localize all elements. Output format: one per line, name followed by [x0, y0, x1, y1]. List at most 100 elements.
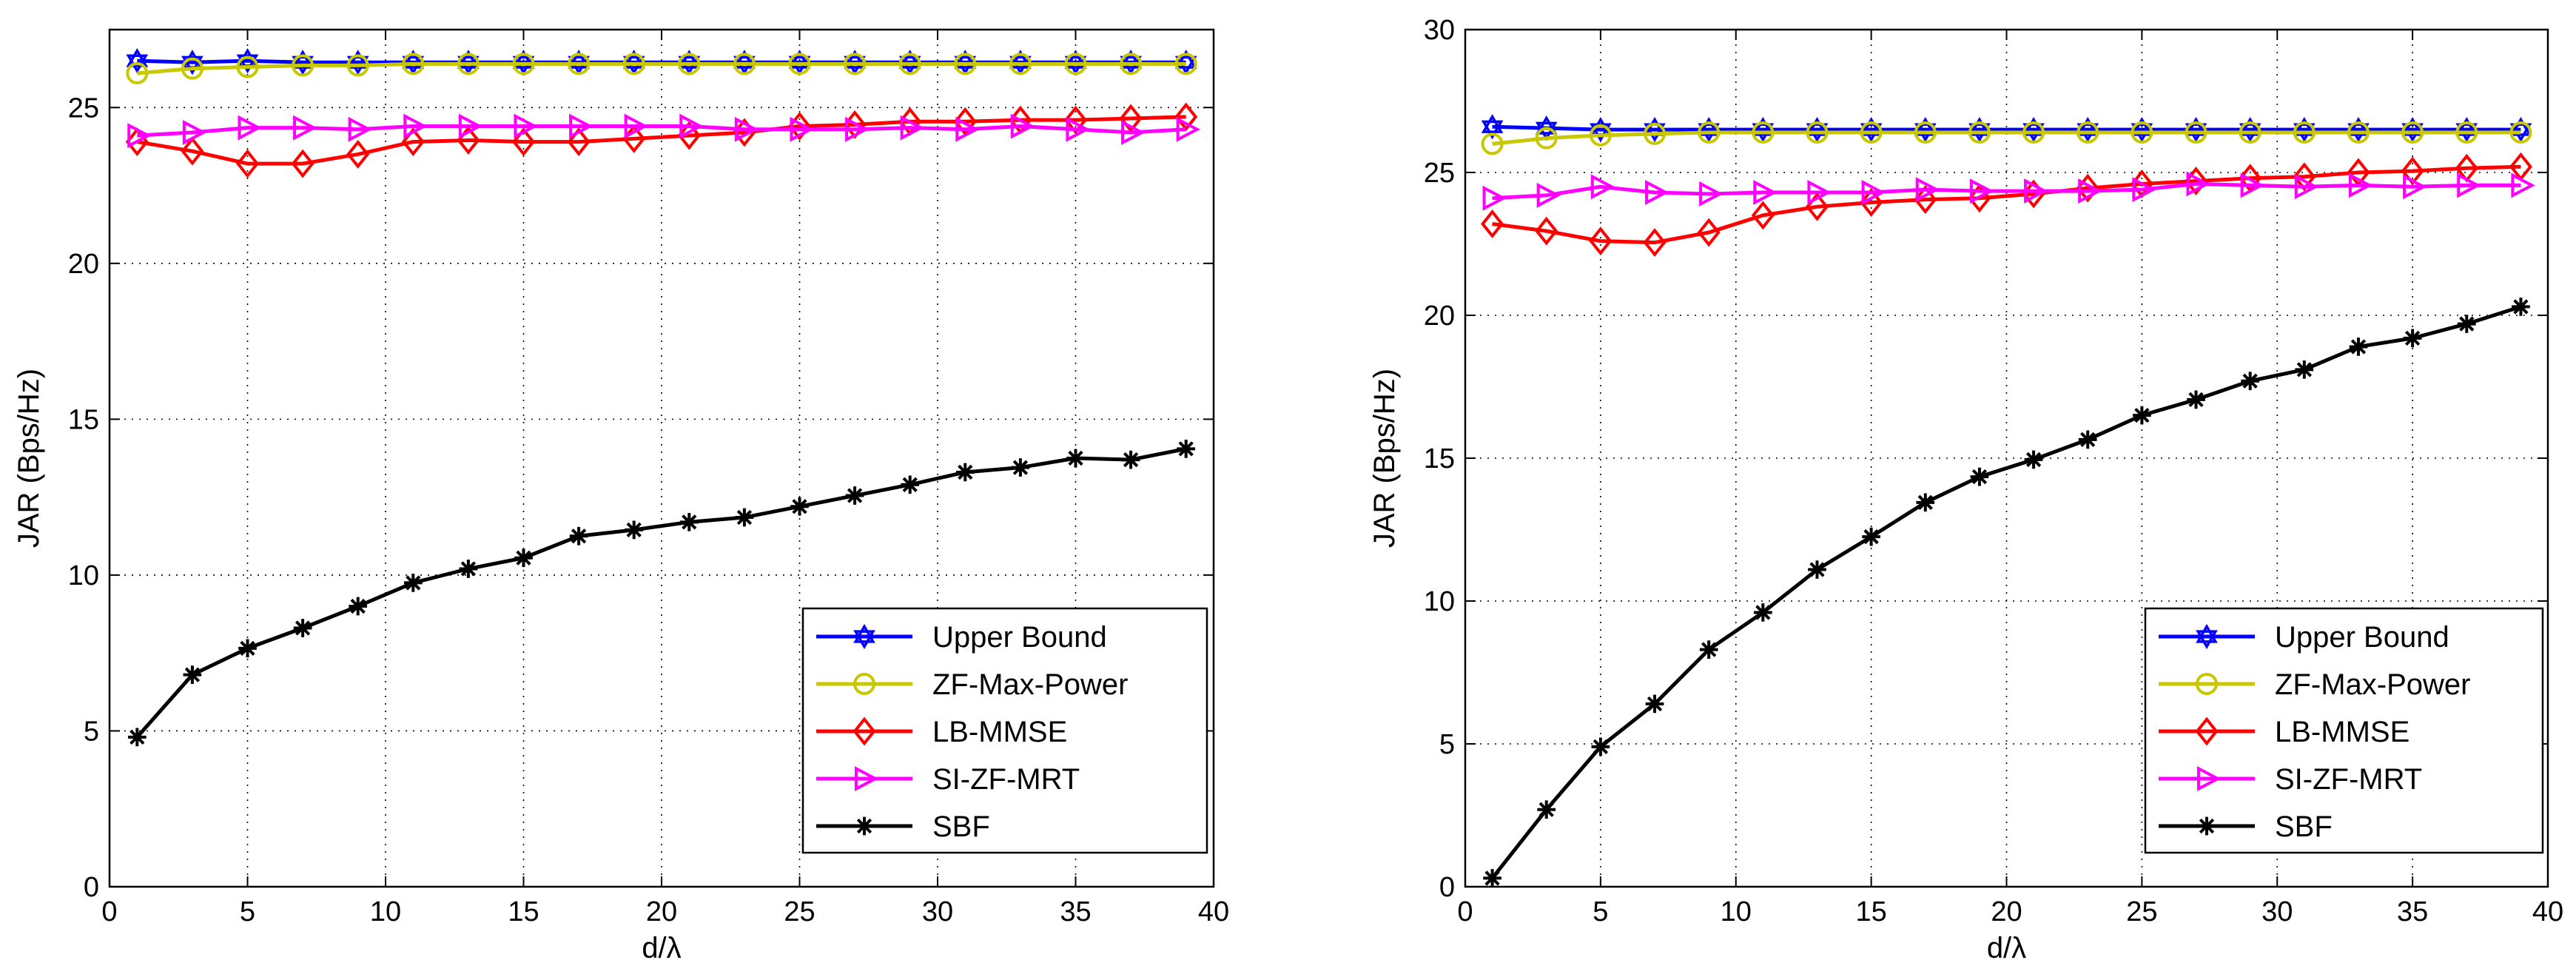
data-point [1751, 201, 1775, 230]
x-tick-label: 20 [1991, 896, 2022, 927]
data-point-a [2131, 116, 2153, 136]
data-point [1862, 527, 1880, 546]
data-point-a [898, 50, 921, 69]
data-point [677, 121, 701, 150]
legend-marker [855, 816, 874, 836]
legend-marker [2196, 623, 2218, 650]
y-tick-label: 30 [1424, 15, 1455, 46]
data-point [1119, 104, 1143, 133]
legend-item: LB-MMSE [816, 716, 1067, 748]
data-point [2240, 172, 2264, 198]
y-tick-label: 5 [1439, 729, 1455, 760]
series-group [1481, 114, 2535, 887]
data-point [569, 526, 588, 546]
data-point [2294, 174, 2319, 200]
data-point [1698, 121, 1721, 144]
data-point [1970, 467, 1989, 486]
x-tick-label: 35 [2397, 896, 2428, 927]
series-sbf [1483, 298, 2530, 887]
x-tick-label: 0 [101, 896, 117, 927]
y-tick-label: 25 [1424, 158, 1455, 189]
legend-item: ZF-Max-Power [816, 668, 1128, 701]
data-point-a [733, 50, 756, 69]
x-tick-label: 40 [1198, 896, 1229, 927]
data-point [679, 512, 699, 531]
legend-marker-b [853, 630, 875, 650]
x-tick-label: 20 [646, 896, 677, 927]
legend-marker-b [2196, 630, 2218, 650]
data-point [2403, 174, 2427, 200]
data-point [1064, 53, 1087, 75]
data-point [568, 53, 591, 75]
data-point [1914, 185, 1937, 215]
data-point [2024, 178, 2048, 204]
x-tick-label: 10 [370, 896, 401, 927]
data-point [2186, 171, 2210, 197]
data-point [1753, 603, 1772, 622]
legend-item: SBF [2159, 810, 2333, 843]
data-point [291, 149, 315, 178]
x-tick-label: 10 [1721, 896, 1752, 927]
legend-item: SBF [816, 810, 990, 843]
data-point [567, 127, 591, 157]
data-point [1753, 180, 1778, 205]
data-point [2185, 121, 2207, 144]
series-line [1490, 305, 2522, 879]
data-point [1644, 122, 1667, 145]
data-point [2509, 121, 2532, 144]
data-point-a [2509, 116, 2532, 136]
data-point [1010, 113, 1035, 139]
series-zf-max-power [126, 53, 1197, 84]
data-point [1483, 869, 1501, 887]
x-tick-label: 25 [2126, 896, 2157, 927]
data-point [2511, 172, 2535, 198]
data-point [625, 520, 644, 540]
y-tick-label: 25 [68, 93, 99, 124]
legend-item: Upper Bound [2159, 621, 2449, 654]
legend-marker [853, 673, 875, 695]
data-point-a [1481, 114, 1504, 133]
legend-marker [2196, 766, 2222, 791]
x-axis-label: d/λ [642, 932, 681, 964]
data-point [457, 53, 480, 75]
data-point [1120, 53, 1143, 75]
grid [1465, 30, 2548, 887]
data-point [1806, 121, 1829, 144]
data-point [348, 116, 372, 142]
legend-item: LB-MMSE [2159, 716, 2409, 748]
data-point [1537, 800, 1556, 819]
data-point-a [402, 50, 425, 69]
data-point [955, 463, 975, 482]
data-point-a [2185, 116, 2207, 136]
data-point [2187, 390, 2205, 409]
data-point [2348, 172, 2373, 198]
data-point [845, 486, 864, 505]
y-tick-label: 20 [68, 249, 99, 280]
data-point [2403, 329, 2422, 348]
data-point [2132, 177, 2156, 203]
data-point [624, 113, 648, 139]
data-point [401, 127, 425, 157]
data-point [126, 61, 149, 84]
data-point [1481, 209, 1504, 238]
axes-frame [1464, 28, 2549, 888]
legend-item: SI-ZF-MRT [2159, 763, 2422, 796]
data-point-a [2076, 116, 2099, 136]
data-point-a [1535, 115, 1558, 135]
y-tick-label: 0 [1439, 872, 1455, 903]
y-tick-label: 15 [68, 404, 99, 435]
data-point [1590, 174, 1615, 200]
data-point [1121, 450, 1140, 469]
data-point-a [2239, 116, 2261, 136]
series-si-zf-mrt [1482, 171, 2535, 211]
legend-marker-a [853, 623, 875, 643]
data-point-a [2347, 116, 2370, 136]
data-point [733, 53, 756, 75]
data-point-b [181, 56, 204, 75]
data-point [2512, 298, 2530, 316]
data-point [512, 53, 535, 75]
x-tick-label: 30 [922, 896, 953, 927]
x-axis-label: d/λ [1987, 932, 2026, 964]
data-point-a [1968, 116, 1991, 136]
data-point [1808, 560, 1826, 579]
